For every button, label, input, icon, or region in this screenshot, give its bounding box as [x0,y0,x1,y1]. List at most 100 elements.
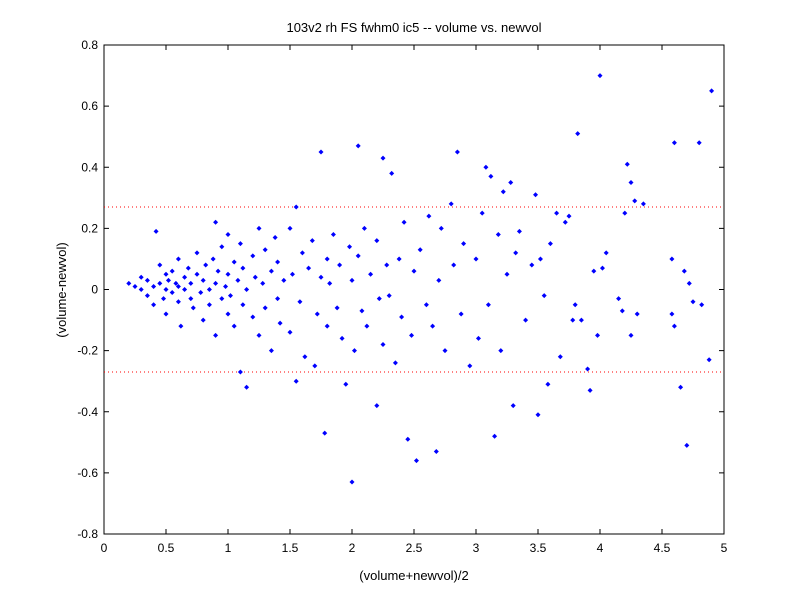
x-tick-label: 1 [225,541,232,555]
x-tick-label: 5 [721,541,728,555]
data-point [302,354,308,360]
data-point [448,201,454,207]
data-point [227,293,233,299]
data-point [200,317,206,323]
x-tick-label: 2.5 [406,541,423,555]
data-point [268,348,274,354]
data-point [324,323,330,329]
data-point [151,283,157,289]
data-point [461,241,467,247]
data-point [182,274,188,280]
data-point [235,277,241,283]
data-point [678,384,684,390]
data-point [699,302,705,308]
data-point [409,332,415,338]
data-point [523,317,529,323]
data-point [433,448,439,454]
data-point [250,253,256,259]
data-point [231,259,237,265]
data-point [256,332,262,338]
data-point [213,280,219,286]
data-point [396,256,402,262]
data-point [153,228,159,234]
data-point [572,302,578,308]
data-point [669,311,675,317]
data-point [616,296,622,302]
data-point [314,311,320,317]
data-point [262,247,268,253]
x-tick-label: 3.5 [530,541,547,555]
data-point [458,311,464,317]
data-point [376,296,382,302]
data-point [361,225,367,231]
data-point [343,381,349,387]
data-point [467,363,473,369]
data-point [194,250,200,256]
data-point [225,271,231,277]
data-point [442,348,448,354]
data-point [624,161,630,167]
data-point [541,293,547,299]
data-point [430,323,436,329]
data-point [194,271,200,277]
data-point [516,228,522,234]
data-point [619,308,625,314]
y-tick-label: -0.4 [77,405,98,419]
data-point [508,180,514,186]
y-tick-label: 0.2 [81,221,98,235]
data-point [334,305,340,311]
data-point [237,369,243,375]
data-point [173,280,179,286]
data-point [417,247,423,253]
data-point [203,262,209,268]
data-point [244,384,250,390]
data-point [436,277,442,283]
data-point [570,317,576,323]
data-point [671,140,677,146]
data-point [686,280,692,286]
data-point [250,314,256,320]
data-point [163,287,169,292]
data-point [351,348,357,354]
data-point [327,280,333,286]
data-point [178,323,184,329]
data-point [309,238,315,244]
data-point [244,287,250,292]
data-point [438,225,444,231]
reference-lines [104,206,724,373]
x-tick-label: 4.5 [654,541,671,555]
data-point [337,262,343,268]
data-point [510,403,516,409]
data-point [268,268,274,274]
y-tick-label: -0.6 [77,466,98,480]
data-point [188,296,194,302]
data-point [161,296,167,302]
chart-title: 103v2 rh FS fwhm0 ic5 -- volume vs. newv… [286,20,541,35]
data-point [219,296,225,302]
data-point [213,219,219,225]
y-tick-label: -0.2 [77,344,98,358]
data-point [281,277,287,283]
data-point [529,262,535,268]
data-point [306,265,312,271]
data-point [535,412,541,418]
y-tick-label: -0.8 [77,527,98,541]
data-point [262,305,268,311]
data-point [349,479,355,485]
data-point [483,164,489,170]
data-point [622,210,628,216]
data-point [312,363,318,369]
data-point [277,320,283,326]
data-point [223,283,229,289]
data-point [225,311,231,317]
data-point [256,225,262,231]
data-point [566,213,572,219]
data-point [355,143,361,149]
data-point [213,332,219,338]
data-point [175,299,181,305]
data-point [411,268,417,274]
data-point [454,149,460,155]
x-tick-label: 0 [101,541,108,555]
data-point [374,403,380,409]
axis-ticks: 0 0.5 1 1.5 2 2.5 3 3.5 4 4.5 5 -0.8 -0.6 -0.4 -0.2 0 0.… [77,38,727,555]
